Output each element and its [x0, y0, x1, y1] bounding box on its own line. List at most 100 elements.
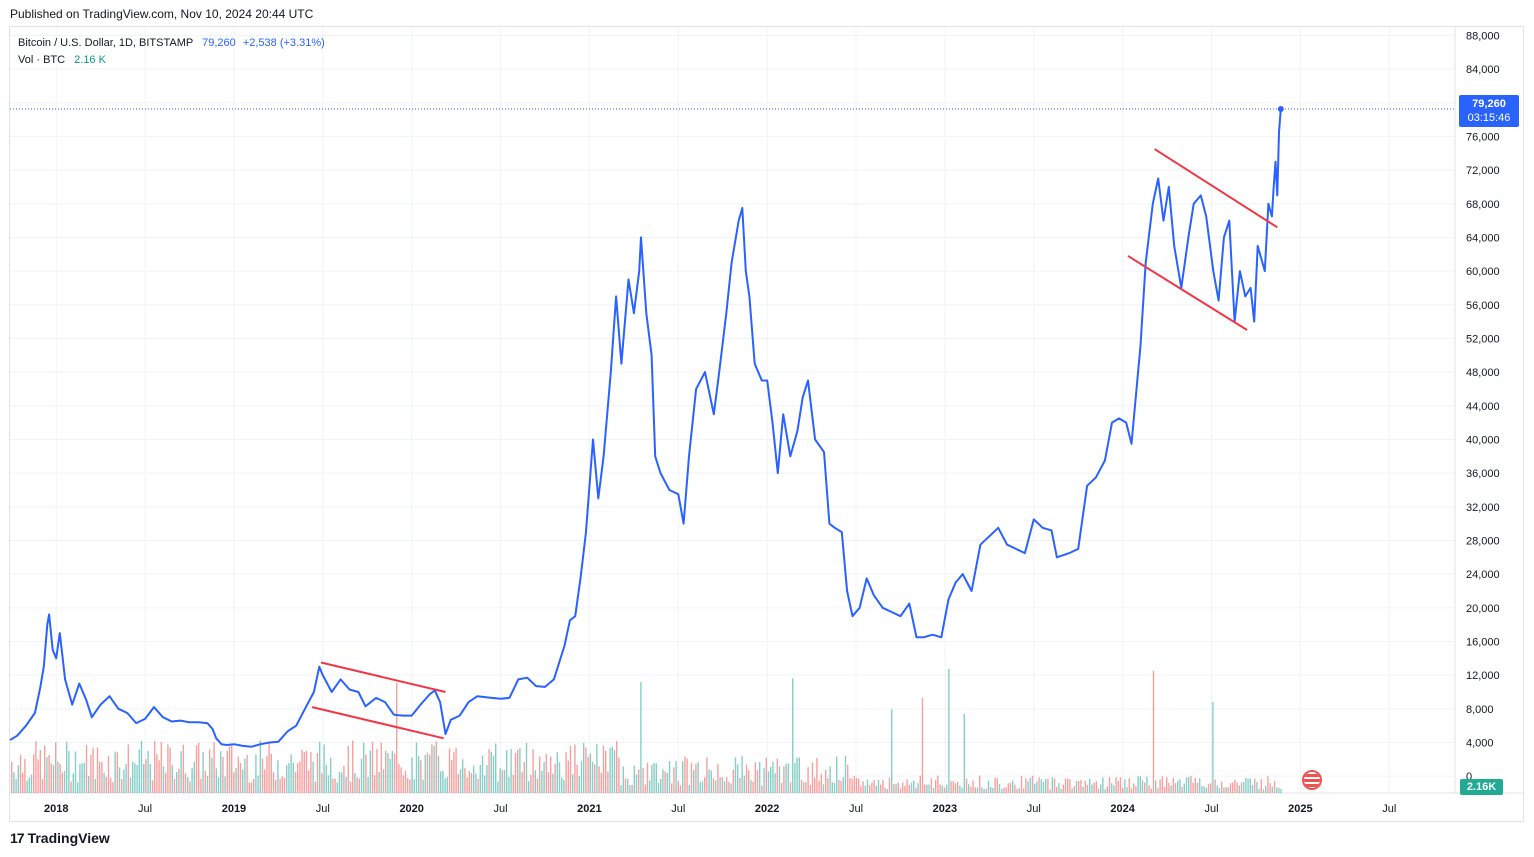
tradingview-brand: TradingView [27, 830, 110, 846]
volume-bar [818, 780, 820, 793]
volume-bar [433, 745, 435, 793]
volume-bar [712, 778, 715, 793]
volume-bar [195, 745, 198, 793]
volume-bar [970, 786, 972, 793]
volume-bar [255, 754, 257, 793]
volume-bar [1093, 782, 1095, 793]
volume-bar [539, 756, 541, 793]
volume-bar [1049, 789, 1051, 793]
volume-bar [556, 752, 558, 793]
volume-bar [393, 753, 396, 793]
volume-bar [965, 778, 968, 793]
volume-bar [506, 750, 508, 793]
volume-bar [787, 763, 789, 793]
volume-bar [921, 697, 924, 793]
volume-bar [660, 778, 662, 793]
volume-bar [85, 744, 88, 793]
volume-bar [926, 784, 928, 793]
volume-bar [420, 760, 422, 793]
volume-bar [55, 742, 57, 793]
volume-bar [851, 778, 853, 793]
volume-bar [1106, 786, 1108, 793]
volume-bar [444, 778, 446, 793]
volume-bar [189, 781, 191, 793]
volume-bar [272, 772, 275, 793]
volume-bar [305, 750, 308, 793]
volume-bar [1091, 784, 1093, 793]
y-tick-label: 16,000 [1466, 636, 1500, 648]
volume-bar [618, 757, 620, 793]
published-caption: Published on TradingView.com, Nov 10, 20… [10, 7, 314, 21]
volume-bar [222, 756, 224, 793]
volume-label[interactable]: Vol · BTC [18, 54, 66, 66]
volume-bar [424, 754, 426, 793]
trendline [311, 706, 444, 740]
volume-bar [1150, 788, 1152, 793]
volume-bar [79, 763, 81, 793]
volume-bar [968, 784, 970, 793]
volume-bar [132, 761, 134, 793]
volume-bar [68, 751, 70, 793]
volume-bar [123, 769, 125, 793]
volume-bar [1278, 787, 1280, 793]
volume-bar [1196, 782, 1199, 793]
volume-bar [17, 765, 19, 793]
y-tick-label: 4,000 [1466, 737, 1494, 749]
volume-bar [1177, 780, 1179, 793]
volume-bar [717, 764, 719, 793]
volume-bar [448, 748, 451, 793]
volume-bar [380, 742, 382, 793]
volume-bar [1245, 778, 1247, 793]
volume-bar [490, 751, 492, 793]
volume-bar [517, 749, 519, 793]
volume-bar [915, 787, 917, 793]
tradingview-footer[interactable]: 17 TradingView [10, 830, 110, 846]
volume-bar [220, 751, 222, 793]
volume-bar [734, 757, 737, 793]
volume-bar [488, 749, 490, 793]
volume-bar [930, 778, 932, 793]
volume-bar [382, 769, 385, 793]
volume-bar [646, 762, 649, 793]
volume-bar [737, 764, 739, 793]
volume-bar [118, 767, 121, 793]
volume-bar [253, 778, 255, 793]
volume-bar [477, 779, 479, 793]
volume-bar [864, 785, 866, 793]
volume-bar [193, 761, 195, 793]
volume-bar [145, 759, 147, 793]
price-tag-countdown: 03:15:46 [1467, 112, 1511, 124]
volume-bar [426, 752, 429, 793]
symbol-label[interactable]: Bitcoin / U.S. Dollar, 1D, BITSTAMP [18, 37, 194, 49]
volume-bar [41, 779, 44, 793]
volume-bar [939, 784, 941, 793]
volume-bar [402, 775, 404, 793]
volume-bar [836, 756, 838, 793]
volume-bar [1185, 777, 1188, 793]
x-tick-label: 2025 [1288, 803, 1312, 815]
volume-bar [206, 775, 209, 793]
volume-bar [666, 772, 668, 793]
volume-bar [244, 758, 246, 793]
volume-bar [644, 784, 646, 793]
volume-bar [1027, 781, 1029, 793]
volume-bar [1152, 670, 1155, 793]
us-flag-event-icon[interactable] [1302, 770, 1322, 790]
volume-bar [814, 777, 816, 793]
volume-bar [1192, 782, 1194, 793]
volume-bar [961, 787, 963, 793]
volume-bar [785, 764, 787, 793]
volume-bar [345, 776, 347, 793]
volume-bar [99, 761, 101, 793]
volume-bar [822, 784, 825, 793]
volume-bar [741, 755, 743, 793]
volume-bar [481, 755, 484, 793]
volume-bar [534, 770, 536, 793]
volume-bar [409, 779, 411, 793]
volume-bar [902, 782, 904, 793]
y-tick-label: 20,000 [1466, 603, 1500, 615]
volume-bar [587, 756, 589, 793]
y-tick-label: 32,000 [1466, 502, 1500, 514]
volume-bar [13, 772, 15, 793]
